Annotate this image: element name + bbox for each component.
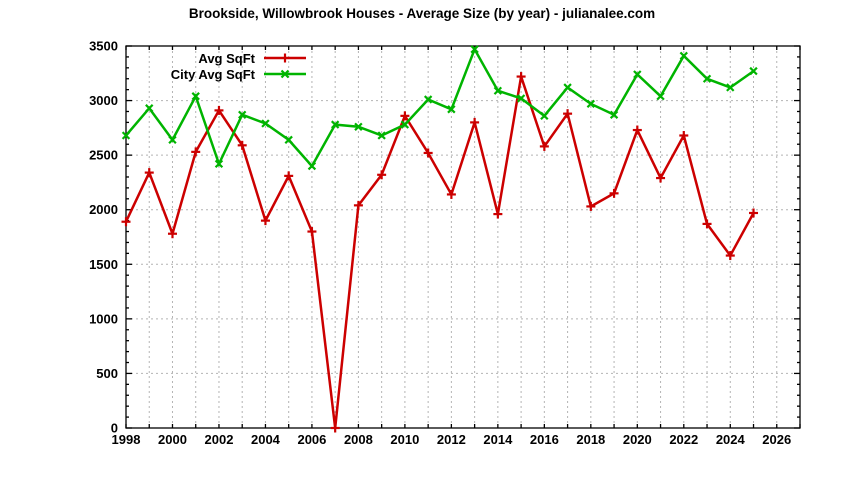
cross-marker-icon bbox=[191, 92, 200, 101]
chart-title: Brookside, Willowbrook Houses - Average … bbox=[188, 6, 656, 21]
cross-marker-icon bbox=[516, 94, 526, 103]
cross-marker-icon bbox=[261, 119, 270, 128]
x-tick-label: 2020 bbox=[623, 432, 652, 447]
y-tick-label: 3500 bbox=[89, 39, 118, 54]
x-tick-label: 2014 bbox=[483, 432, 513, 447]
cross-marker-icon bbox=[121, 131, 131, 140]
cross-marker-icon bbox=[586, 99, 596, 109]
x-tick-label: 2010 bbox=[390, 432, 419, 447]
legend-item-avg-sqft: Avg SqFt bbox=[146, 50, 308, 66]
y-tick-label: 2000 bbox=[89, 202, 118, 217]
cross-marker-icon bbox=[679, 51, 688, 61]
cross-marker-icon bbox=[493, 86, 503, 95]
cross-marker-icon bbox=[563, 83, 572, 92]
cross-marker-icon bbox=[400, 120, 410, 129]
legend-label-city-avg-sqft: City Avg SqFt bbox=[170, 66, 255, 82]
x-tick-label: 2012 bbox=[437, 432, 466, 447]
legend: Avg SqFt City Avg SqFt bbox=[146, 50, 308, 82]
x-tick-label: 2026 bbox=[762, 432, 791, 447]
cross-marker-icon bbox=[540, 111, 549, 121]
y-tick-label: 0 bbox=[111, 421, 118, 436]
cross-marker-icon bbox=[726, 83, 735, 92]
x-tick-label: 2016 bbox=[530, 432, 559, 447]
x-tick-label: 2000 bbox=[158, 432, 187, 447]
cross-marker-icon bbox=[749, 66, 758, 76]
x-tick-label: 2022 bbox=[669, 432, 698, 447]
y-tick-label: 2500 bbox=[89, 148, 118, 163]
green-line-cross-marker-icon bbox=[264, 69, 306, 79]
x-tick-label: 2024 bbox=[716, 432, 746, 447]
x-tick-label: 2018 bbox=[576, 432, 605, 447]
cross-marker-icon bbox=[656, 92, 665, 101]
cross-marker-icon bbox=[330, 120, 340, 129]
cross-marker-icon bbox=[145, 104, 154, 113]
y-tick-label: 3000 bbox=[89, 93, 118, 108]
y-tick-label: 500 bbox=[96, 366, 118, 381]
cross-marker-icon bbox=[214, 159, 224, 169]
cross-marker-icon bbox=[609, 110, 619, 119]
city-avg-sqft-line bbox=[125, 46, 755, 169]
y-tick-label: 1500 bbox=[89, 257, 118, 272]
x-tick-label: 1998 bbox=[112, 432, 141, 447]
cross-marker-icon bbox=[238, 110, 247, 119]
cross-marker-icon bbox=[470, 45, 479, 54]
cross-marker-icon bbox=[377, 131, 386, 140]
x-tick-label: 2008 bbox=[344, 432, 373, 447]
plot-border bbox=[125, 45, 801, 429]
cross-marker-icon bbox=[168, 135, 177, 145]
red-line-plus-marker-icon bbox=[264, 53, 306, 63]
legend-item-city-avg-sqft: City Avg SqFt bbox=[146, 66, 308, 82]
cross-marker-icon bbox=[307, 161, 317, 171]
avg-sqft-line bbox=[124, 76, 755, 429]
legend-label-avg-sqft: Avg SqFt bbox=[198, 50, 255, 66]
cross-marker-icon bbox=[633, 70, 642, 79]
cross-marker-icon bbox=[447, 105, 456, 114]
cross-marker-icon bbox=[423, 95, 433, 104]
y-tick-label: 1000 bbox=[89, 311, 118, 326]
x-tick-label: 2004 bbox=[251, 432, 281, 447]
x-tick-label: 2002 bbox=[205, 432, 234, 447]
cross-marker-icon bbox=[354, 122, 363, 131]
x-tick-label: 2006 bbox=[297, 432, 326, 447]
cross-marker-icon bbox=[284, 135, 293, 145]
cross-marker-icon bbox=[702, 74, 712, 83]
